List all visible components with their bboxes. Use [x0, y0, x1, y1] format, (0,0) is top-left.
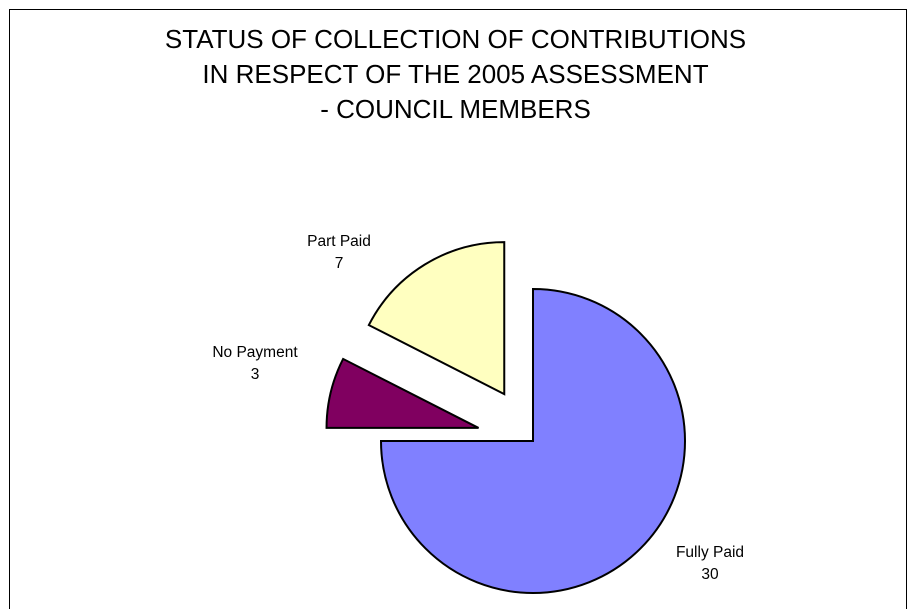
slice-label-part-paid: Part Paid 7: [307, 233, 371, 272]
slice-label-no-payment: No Payment 3: [212, 344, 298, 383]
pie-slice-fully-paid: [379, 287, 686, 594]
pie-slice-part-paid: [367, 241, 506, 396]
pie-slice-no-payment: [325, 357, 480, 429]
chart-title: STATUS OF COLLECTION OF CONTRIBUTIONS IN…: [164, 24, 747, 124]
slice-label-fully-paid: Fully Paid 30: [676, 544, 744, 583]
